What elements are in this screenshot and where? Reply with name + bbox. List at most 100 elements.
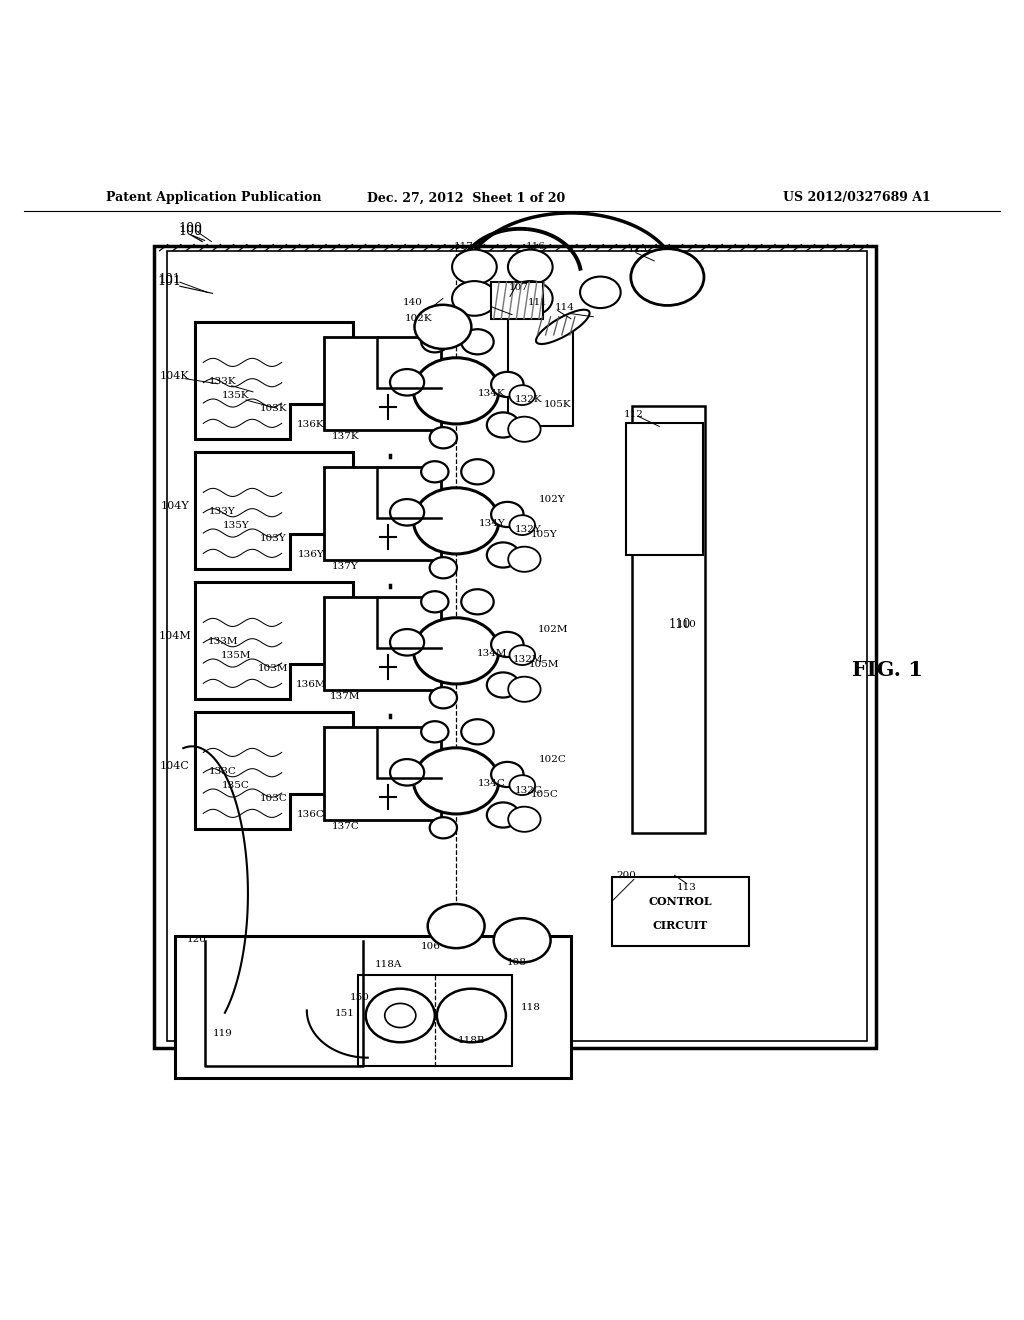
Text: 101: 101 <box>159 273 181 285</box>
Text: 104M: 104M <box>159 631 191 640</box>
Text: CIRCUIT: CIRCUIT <box>652 920 708 931</box>
Ellipse shape <box>508 417 541 442</box>
Text: 110: 110 <box>677 620 696 628</box>
Ellipse shape <box>461 329 494 354</box>
Text: 104K: 104K <box>160 371 189 380</box>
Ellipse shape <box>492 372 523 397</box>
Ellipse shape <box>452 249 497 284</box>
Ellipse shape <box>492 632 523 657</box>
Ellipse shape <box>631 248 703 305</box>
Bar <box>626 424 702 556</box>
Ellipse shape <box>414 747 499 814</box>
Bar <box>167 251 867 1041</box>
Ellipse shape <box>486 803 519 828</box>
Text: 134Y: 134Y <box>478 519 505 528</box>
Bar <box>325 467 441 561</box>
Text: 105Y: 105Y <box>531 529 558 539</box>
Text: 104C: 104C <box>160 760 189 771</box>
Ellipse shape <box>421 331 449 352</box>
Bar <box>357 975 512 1067</box>
Text: 112: 112 <box>624 409 644 418</box>
Text: 103Y: 103Y <box>260 533 287 543</box>
Ellipse shape <box>508 677 541 702</box>
Text: 118B: 118B <box>458 1036 485 1045</box>
Ellipse shape <box>421 721 449 742</box>
Ellipse shape <box>415 305 471 348</box>
Text: 135M: 135M <box>220 652 251 660</box>
Bar <box>325 597 441 690</box>
Ellipse shape <box>510 645 536 665</box>
Text: 133M: 133M <box>207 638 238 647</box>
Text: 136K: 136K <box>297 420 325 429</box>
Ellipse shape <box>510 385 536 405</box>
Text: 103C: 103C <box>259 793 288 803</box>
Text: 134C: 134C <box>478 779 506 788</box>
Ellipse shape <box>437 989 506 1043</box>
Text: 140: 140 <box>402 298 423 308</box>
Text: 101: 101 <box>158 275 181 288</box>
Bar <box>155 246 876 1048</box>
Ellipse shape <box>414 618 499 684</box>
Text: 102Y: 102Y <box>540 495 566 504</box>
Ellipse shape <box>421 591 449 612</box>
Ellipse shape <box>414 358 499 424</box>
Text: US 2012/0327689 A1: US 2012/0327689 A1 <box>783 191 931 205</box>
Text: 118A: 118A <box>375 960 401 969</box>
Text: 137M: 137M <box>330 692 360 701</box>
Text: 106: 106 <box>421 942 440 950</box>
Ellipse shape <box>536 310 590 345</box>
Text: 132M: 132M <box>513 656 544 664</box>
Bar <box>175 936 571 1078</box>
Ellipse shape <box>390 499 424 525</box>
Text: 133C: 133C <box>209 767 237 776</box>
Bar <box>611 878 749 946</box>
Ellipse shape <box>510 775 536 795</box>
Ellipse shape <box>508 281 553 315</box>
Ellipse shape <box>430 428 457 449</box>
Text: 107: 107 <box>509 282 529 292</box>
Text: 137Y: 137Y <box>332 562 358 572</box>
Text: 137K: 137K <box>332 432 359 441</box>
Bar <box>632 407 705 833</box>
Bar <box>490 282 544 318</box>
Text: 136C: 136C <box>297 810 325 818</box>
Ellipse shape <box>461 589 494 614</box>
Text: 105C: 105C <box>530 789 558 799</box>
Ellipse shape <box>366 989 435 1043</box>
Ellipse shape <box>430 817 457 838</box>
Text: 117: 117 <box>454 242 473 251</box>
Text: 114: 114 <box>555 304 574 312</box>
Text: 102C: 102C <box>539 755 566 764</box>
Text: 200: 200 <box>615 871 636 880</box>
Ellipse shape <box>580 277 621 308</box>
Text: Patent Application Publication: Patent Application Publication <box>105 191 322 205</box>
Text: 133K: 133K <box>209 378 237 387</box>
Ellipse shape <box>390 759 424 785</box>
Text: 137C: 137C <box>332 822 359 832</box>
Ellipse shape <box>486 672 519 697</box>
Text: 103M: 103M <box>258 664 289 673</box>
Text: 150: 150 <box>350 993 370 1002</box>
Text: 136M: 136M <box>296 680 327 689</box>
Ellipse shape <box>486 543 519 568</box>
Ellipse shape <box>421 461 449 482</box>
Text: 102M: 102M <box>538 626 568 634</box>
Ellipse shape <box>461 719 494 744</box>
Ellipse shape <box>508 807 541 832</box>
Text: 110: 110 <box>669 618 691 631</box>
Text: 136Y: 136Y <box>298 550 325 558</box>
Text: 103K: 103K <box>259 404 287 413</box>
Text: FIG. 1: FIG. 1 <box>852 660 924 680</box>
Ellipse shape <box>510 515 536 535</box>
Text: 104Y: 104Y <box>161 500 189 511</box>
Text: 105M: 105M <box>529 660 560 668</box>
Ellipse shape <box>492 502 523 527</box>
Text: 132C: 132C <box>514 785 542 795</box>
Ellipse shape <box>430 557 457 578</box>
Ellipse shape <box>486 412 519 437</box>
Text: 100: 100 <box>178 224 202 238</box>
Text: 134M: 134M <box>476 649 507 659</box>
Text: 113: 113 <box>677 883 696 892</box>
Text: CONTROL: CONTROL <box>648 896 712 907</box>
Ellipse shape <box>385 1003 416 1027</box>
